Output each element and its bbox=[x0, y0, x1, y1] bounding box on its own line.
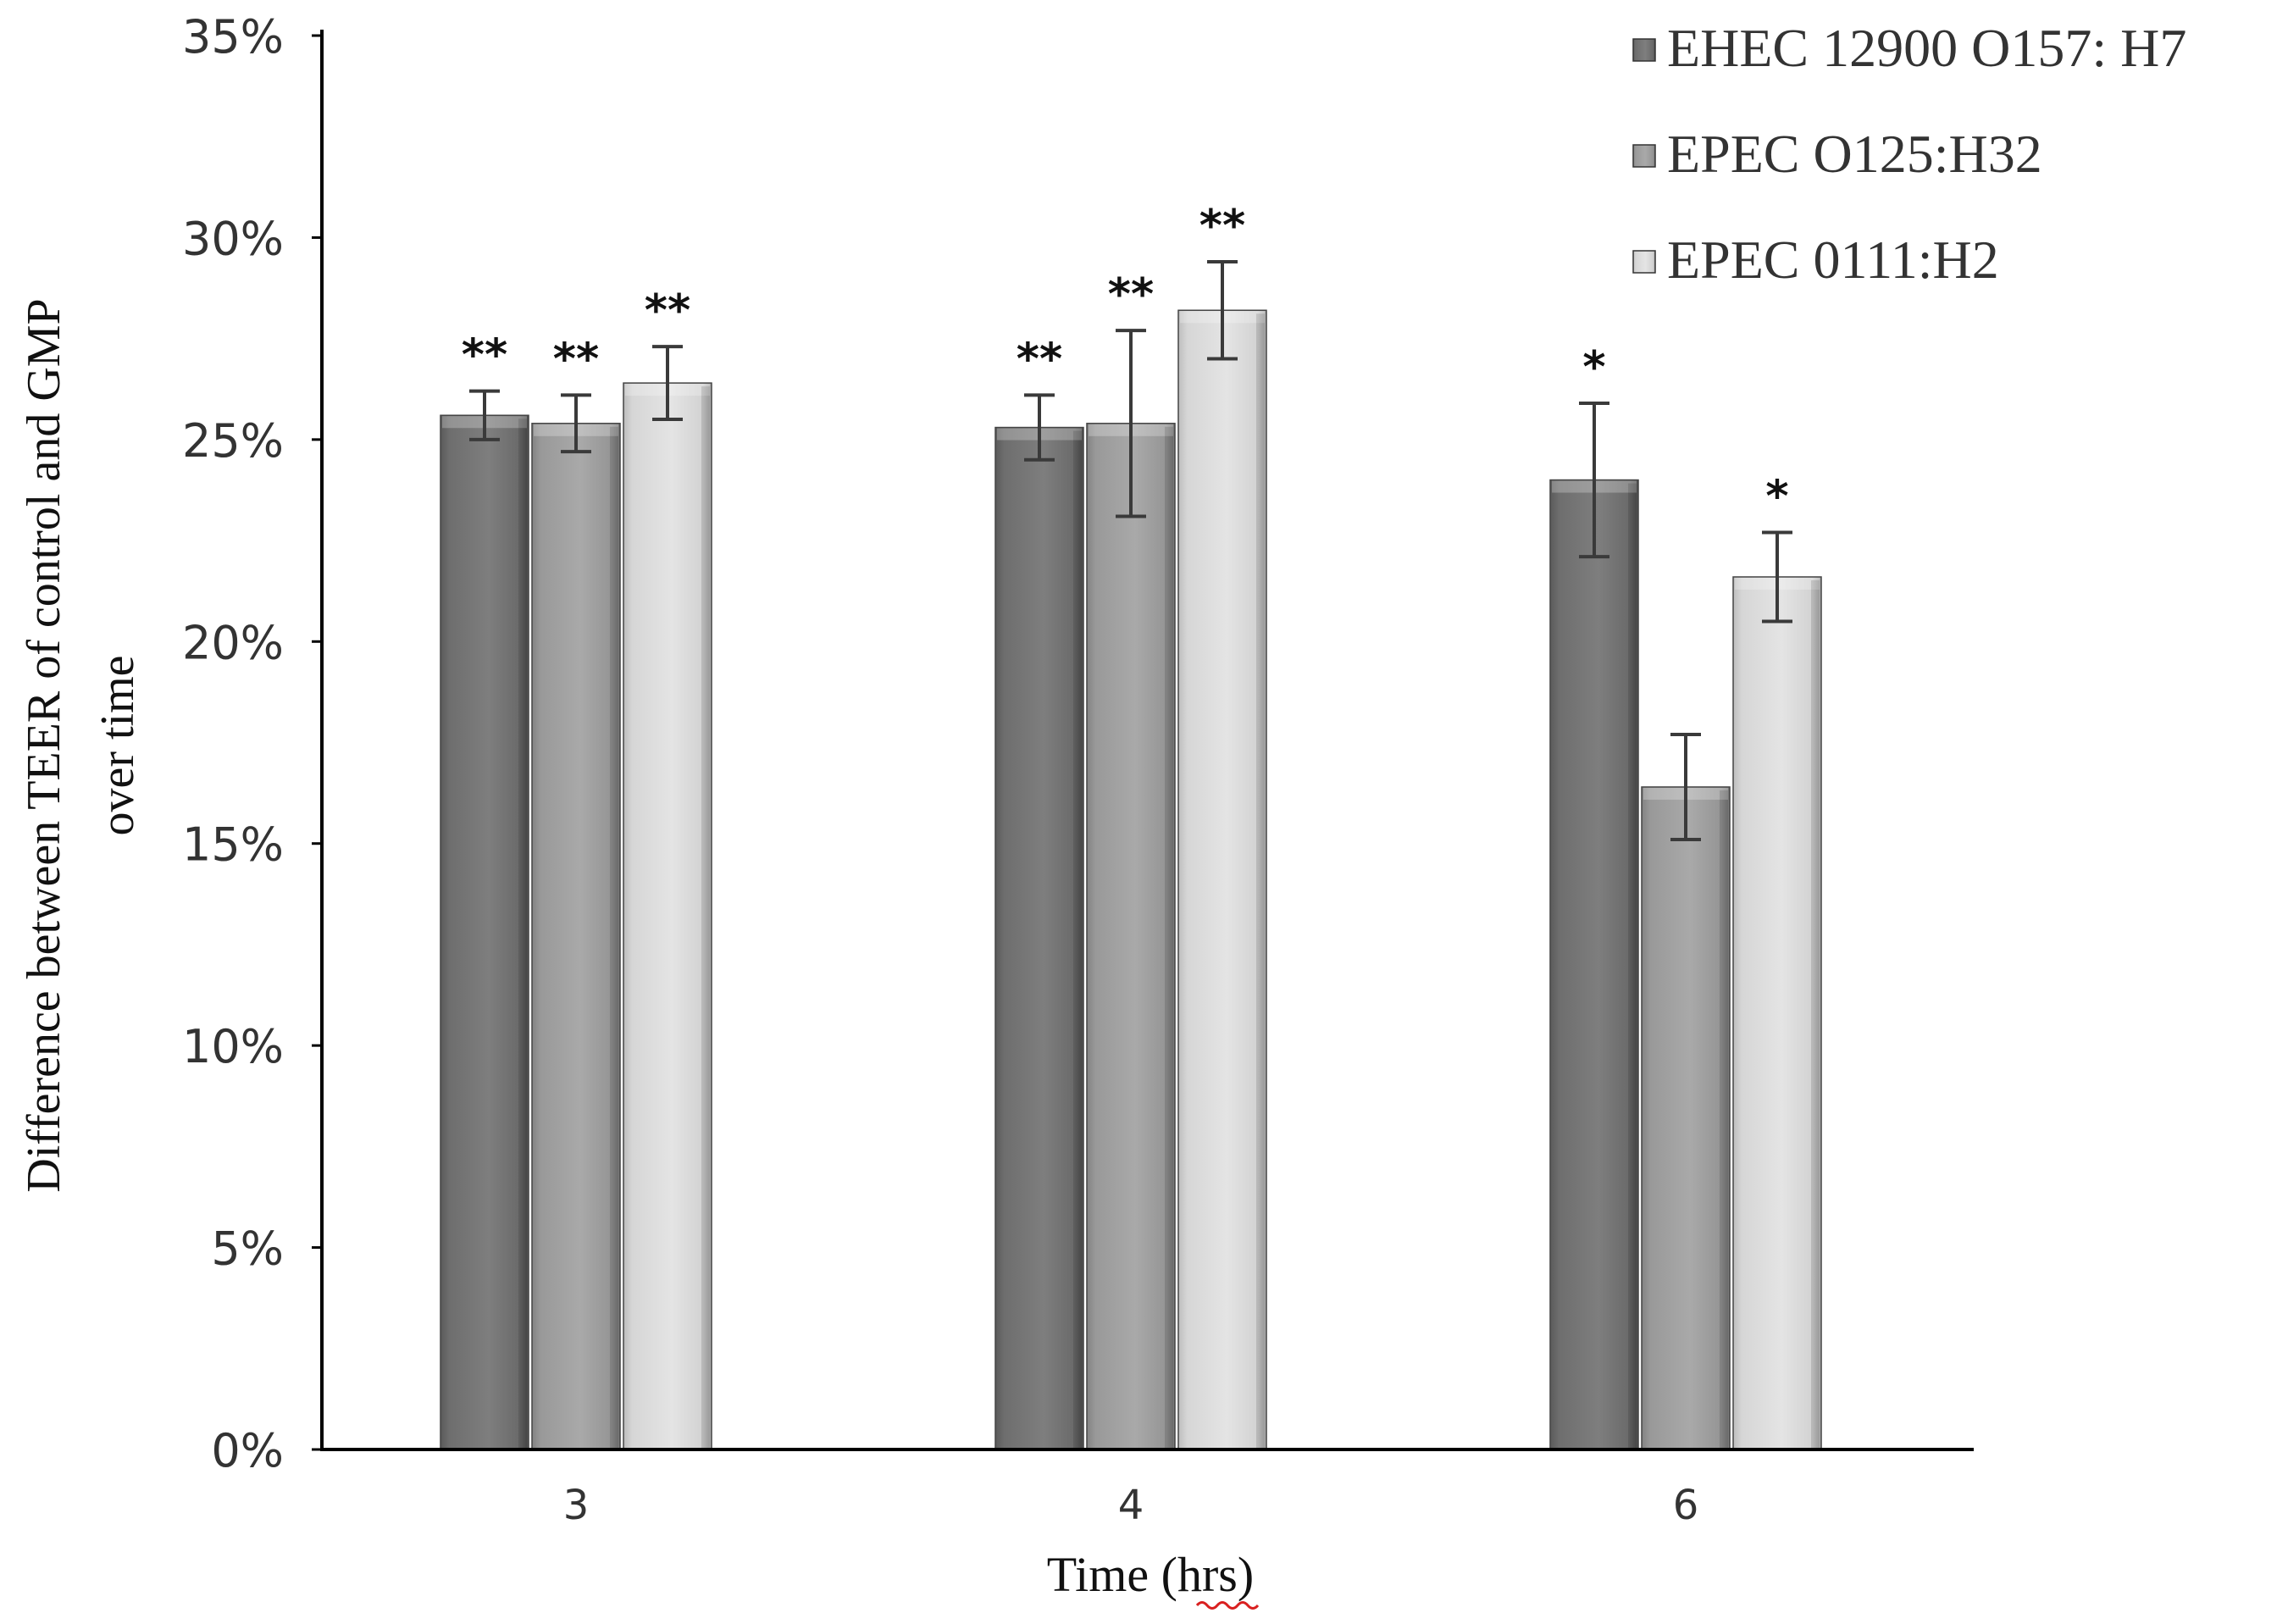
bar-body bbox=[994, 426, 1084, 1450]
bar-shade bbox=[701, 386, 710, 1449]
y-tick-label: 35% bbox=[182, 10, 284, 64]
x-tick-label: 6 bbox=[1673, 1482, 1699, 1529]
bar bbox=[440, 414, 529, 1450]
bar-body bbox=[623, 382, 712, 1450]
y-axis-label: Difference between TEER of control and G… bbox=[18, 298, 144, 1192]
legend-item: EHEC 12900 O157: H7 bbox=[1632, 18, 2186, 78]
y-tick-label: 0% bbox=[211, 1424, 284, 1477]
error-bar bbox=[652, 345, 683, 422]
significance-label: ** bbox=[462, 330, 507, 381]
significance-label: ** bbox=[1199, 201, 1245, 252]
error-bar bbox=[1762, 530, 1792, 624]
legend-label: EHEC 12900 O157: H7 bbox=[1667, 18, 2186, 78]
bar-shade bbox=[518, 418, 527, 1449]
bar bbox=[531, 423, 621, 1450]
significance-label: * bbox=[1765, 472, 1788, 523]
bar-shade bbox=[1720, 790, 1728, 1449]
legend: EHEC 12900 O157: H7 EPEC O125:H32 EPEC 011… bbox=[1632, 18, 2186, 290]
bar bbox=[1549, 479, 1639, 1450]
error-bar bbox=[469, 389, 500, 441]
bar bbox=[1177, 309, 1267, 1450]
significance-label: * bbox=[1582, 342, 1605, 393]
significance-label: ** bbox=[553, 334, 599, 385]
bar-shade bbox=[1256, 313, 1265, 1450]
bar bbox=[994, 426, 1084, 1450]
bar bbox=[623, 382, 712, 1450]
legend-swatch bbox=[1632, 38, 1656, 62]
bar bbox=[1732, 576, 1822, 1450]
bar-body bbox=[1549, 479, 1639, 1450]
error-bar bbox=[561, 393, 591, 454]
y-tick-label: 20% bbox=[182, 616, 284, 669]
bar-body bbox=[531, 423, 621, 1450]
y-axis-label-line-2: over time bbox=[91, 655, 144, 835]
y-tick-label: 10% bbox=[182, 1020, 284, 1073]
spellcheck-underline bbox=[1195, 1601, 1260, 1610]
bar-body bbox=[1641, 786, 1731, 1450]
bar bbox=[1086, 423, 1176, 1450]
bar bbox=[1641, 786, 1731, 1450]
y-axis-ticks: 0% 5% 10% 15% 20% 25% 30% 35% bbox=[182, 10, 322, 1477]
x-axis-label: Time (hrs) bbox=[1047, 1547, 1254, 1602]
bar-shade bbox=[1073, 430, 1082, 1450]
legend-label: EPEC 0111:H2 bbox=[1667, 230, 1999, 290]
y-tick-label: 5% bbox=[211, 1222, 284, 1276]
x-tick-label: 4 bbox=[1118, 1482, 1144, 1529]
significance-label: ** bbox=[1108, 269, 1154, 320]
bar-shade bbox=[610, 426, 618, 1450]
bar-body bbox=[1732, 576, 1822, 1450]
error-bar bbox=[1579, 401, 1609, 559]
significance-label: ** bbox=[645, 285, 690, 336]
legend-item: EPEC 0111:H2 bbox=[1632, 230, 1999, 290]
y-axis-label-line-1: Difference between TEER of control and G… bbox=[18, 298, 70, 1192]
bar-shade bbox=[1165, 426, 1173, 1450]
significance-labels-layer: ** ************ bbox=[462, 201, 1789, 522]
error-bar bbox=[1024, 393, 1055, 462]
bar-shade bbox=[1811, 579, 1820, 1450]
y-tick-label: 30% bbox=[182, 212, 284, 265]
error-bar bbox=[1670, 732, 1701, 841]
legend-label: EPEC O125:H32 bbox=[1667, 124, 2042, 184]
significance-label: ** bbox=[1017, 334, 1062, 385]
error-bar bbox=[1207, 260, 1238, 361]
y-tick-label: 15% bbox=[182, 818, 284, 872]
bar-body bbox=[1177, 309, 1267, 1450]
x-axis-ticks: 3 4 6 bbox=[563, 1482, 1699, 1529]
legend-item: EPEC O125:H32 bbox=[1632, 124, 2042, 184]
bar-body bbox=[1086, 423, 1176, 1450]
y-tick-label: 25% bbox=[182, 414, 284, 468]
legend-swatch bbox=[1632, 250, 1656, 274]
x-tick-label: 3 bbox=[563, 1482, 590, 1529]
bars-layer bbox=[440, 309, 1822, 1450]
error-bar bbox=[1116, 329, 1146, 518]
legend-swatch bbox=[1632, 144, 1656, 168]
error-bars-layer bbox=[469, 260, 1792, 841]
bar-body bbox=[440, 414, 529, 1450]
bar-shade bbox=[1628, 483, 1637, 1449]
